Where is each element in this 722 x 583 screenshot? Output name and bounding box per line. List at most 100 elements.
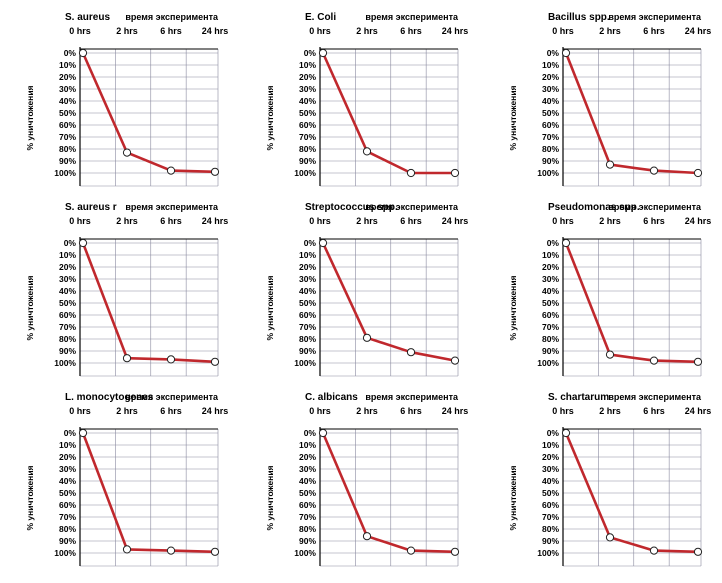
y-tick-label: 40% xyxy=(542,96,559,106)
data-point xyxy=(561,48,571,58)
x-axis-label: время эксперимента xyxy=(608,202,702,212)
data-point xyxy=(166,166,176,175)
series-line xyxy=(81,52,216,174)
data-point xyxy=(122,354,132,363)
data-point xyxy=(318,238,328,248)
y-tick-label: 60% xyxy=(59,500,76,510)
y-tick-label: 100% xyxy=(54,358,76,368)
y-tick-label: 80% xyxy=(542,144,559,154)
y-tick-label: 0% xyxy=(304,48,317,58)
x-tick-label: 6 hrs xyxy=(160,216,182,226)
data-point xyxy=(362,532,372,541)
x-tick-label: 24 hrs xyxy=(685,406,712,416)
y-tick-label: 40% xyxy=(299,476,316,486)
plot-area xyxy=(563,239,701,376)
y-tick-label: 0% xyxy=(64,48,77,58)
data-point xyxy=(78,428,88,438)
x-axis-label: время эксперимента xyxy=(365,392,459,402)
x-axis-label: время эксперимента xyxy=(125,392,219,402)
y-tick-label: 10% xyxy=(542,440,559,450)
data-point xyxy=(406,168,416,178)
y-tick-label: 20% xyxy=(299,72,316,82)
plot-area xyxy=(320,429,458,566)
y-tick-label: 0% xyxy=(304,238,317,248)
data-point xyxy=(649,546,659,555)
x-tick-label: 0 hrs xyxy=(309,406,331,416)
y-tick-label: 90% xyxy=(299,346,316,356)
y-tick-label: 40% xyxy=(59,286,76,296)
y-tick-label: 20% xyxy=(59,262,76,272)
y-tick-label: 50% xyxy=(299,108,316,118)
y-tick-label: 0% xyxy=(64,238,77,248)
y-tick-label: 60% xyxy=(299,310,316,320)
x-tick-label: 2 hrs xyxy=(599,26,621,36)
y-tick-label: 30% xyxy=(59,274,76,284)
series-line xyxy=(321,242,456,362)
y-tick-label: 100% xyxy=(294,548,316,558)
y-tick-label: 0% xyxy=(547,48,560,58)
y-tick-label: 50% xyxy=(59,108,76,118)
chart-panel: Pseudomonas spp.время эксперимента 0 hrs 2… xyxy=(508,202,712,377)
data-point xyxy=(362,333,372,342)
x-tick-label: 2 hrs xyxy=(599,406,621,416)
plot-area xyxy=(563,49,701,186)
x-tick-label: 24 hrs xyxy=(685,216,712,226)
y-axis-label: % уничтожения xyxy=(265,465,275,530)
chart-panel: S. chartarum время эксперимента 0 hrs 2 hrs… xyxy=(508,392,712,567)
x-tick-label: 6 hrs xyxy=(400,406,422,416)
y-tick-label: 20% xyxy=(59,452,76,462)
x-tick-label: 2 hrs xyxy=(356,406,378,416)
x-tick-label: 24 hrs xyxy=(442,26,469,36)
data-point xyxy=(693,357,703,366)
y-tick-label: 70% xyxy=(59,322,76,332)
chart-title: C. albicans xyxy=(305,392,358,403)
y-tick-label: 0% xyxy=(547,238,560,248)
y-tick-label: 80% xyxy=(59,524,76,534)
y-tick-label: 80% xyxy=(542,334,559,344)
y-tick-label: 40% xyxy=(299,96,316,106)
data-point xyxy=(406,546,416,555)
y-tick-label: 30% xyxy=(542,84,559,94)
y-tick-label: 50% xyxy=(542,298,559,308)
x-tick-label: 24 hrs xyxy=(442,216,469,226)
data-point xyxy=(166,546,176,555)
data-point xyxy=(122,148,132,157)
data-point xyxy=(78,48,88,58)
y-tick-label: 30% xyxy=(59,464,76,474)
x-tick-label: 2 hrs xyxy=(356,26,378,36)
x-tick-label: 0 hrs xyxy=(552,216,574,226)
x-tick-label: 0 hrs xyxy=(69,26,91,36)
y-tick-label: 30% xyxy=(299,464,316,474)
y-tick-label: 90% xyxy=(299,156,316,166)
y-tick-label: 90% xyxy=(542,156,559,166)
y-tick-label: 50% xyxy=(542,108,559,118)
x-tick-label: 2 hrs xyxy=(116,406,138,416)
chart-panel: Bacillus spp.время эксперимента 0 hrs 2 hr… xyxy=(508,12,712,187)
y-tick-label: 10% xyxy=(299,440,316,450)
series-line xyxy=(81,242,216,364)
y-tick-label: 10% xyxy=(59,60,76,70)
y-tick-label: 10% xyxy=(299,60,316,70)
y-tick-label: 70% xyxy=(542,132,559,142)
data-point xyxy=(210,547,220,556)
x-axis-label: время эксперимента xyxy=(365,12,459,22)
y-tick-label: 100% xyxy=(537,548,559,558)
data-point xyxy=(362,147,372,156)
data-point xyxy=(605,533,615,542)
data-point xyxy=(561,428,571,438)
x-tick-label: 24 hrs xyxy=(685,26,712,36)
y-tick-label: 50% xyxy=(59,488,76,498)
y-tick-label: 80% xyxy=(542,524,559,534)
y-tick-label: 10% xyxy=(542,250,559,260)
series-line xyxy=(321,52,455,175)
x-tick-label: 2 hrs xyxy=(599,216,621,226)
chart-title: E. Coli xyxy=(305,12,336,23)
y-tick-label: 20% xyxy=(59,72,76,82)
y-tick-label: 20% xyxy=(542,72,559,82)
chart-title: S. chartarum xyxy=(548,392,609,403)
data-point xyxy=(318,48,328,58)
x-tick-label: 0 hrs xyxy=(309,216,331,226)
y-tick-label: 90% xyxy=(59,536,76,546)
y-axis-label: % уничтожения xyxy=(508,465,518,530)
